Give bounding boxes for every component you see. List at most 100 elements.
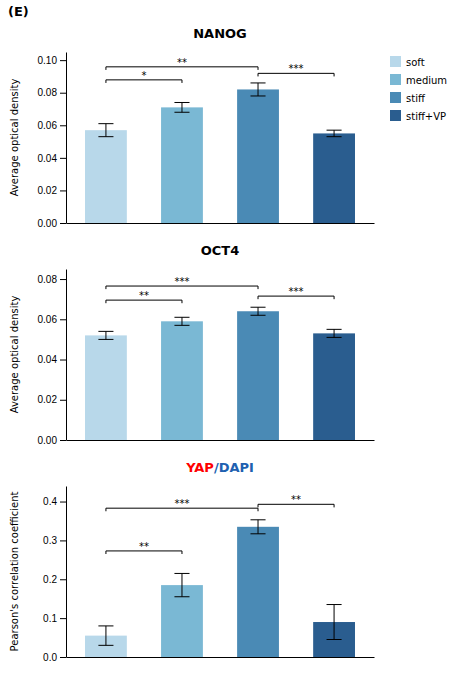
bar bbox=[85, 130, 127, 223]
y-tick-mark bbox=[60, 223, 66, 224]
y-tick-label: 0.00 bbox=[38, 435, 58, 446]
error-bar bbox=[327, 130, 342, 137]
error-bar bbox=[250, 307, 265, 315]
figure: (E)0.000.020.040.060.080.10******Average… bbox=[0, 0, 474, 673]
bar bbox=[237, 311, 279, 440]
bar bbox=[161, 107, 203, 223]
annotations: ******* bbox=[106, 494, 334, 554]
error-bar bbox=[174, 573, 189, 596]
y-tick-mark bbox=[60, 190, 66, 191]
significance-label: *** bbox=[174, 498, 189, 509]
y-tick: 0.00 bbox=[38, 218, 66, 229]
error-bar bbox=[174, 102, 189, 112]
legend-swatch bbox=[390, 110, 401, 121]
y-tick: 0.3 bbox=[43, 535, 66, 546]
significance-label: * bbox=[141, 70, 146, 81]
x-axis-line bbox=[67, 657, 375, 658]
legend-item: medium bbox=[390, 74, 447, 86]
y-tick-label: 0.04 bbox=[38, 153, 58, 164]
y-tick-label: 0.3 bbox=[43, 535, 57, 546]
legend: soft medium stiff stiff+VP bbox=[390, 56, 447, 122]
marks bbox=[85, 83, 355, 223]
y-tick-label: 0.08 bbox=[38, 274, 58, 285]
y-tick: 0.02 bbox=[38, 185, 66, 196]
y-tick-label: 0.4 bbox=[43, 496, 57, 507]
y-axis-title: Average optical density bbox=[9, 79, 20, 197]
legend-label: stiff bbox=[406, 93, 426, 104]
y-tick-mark bbox=[60, 502, 66, 503]
title-part: YAP bbox=[185, 460, 214, 475]
chart: 0.000.020.040.060.08********Average opti… bbox=[9, 243, 375, 446]
y-tick: 0.1 bbox=[43, 613, 66, 624]
y-tick-mark bbox=[60, 125, 66, 126]
chart-title: OCT4 bbox=[201, 243, 240, 258]
y-tick-mark bbox=[60, 618, 66, 619]
y-tick: 0.10 bbox=[38, 55, 66, 66]
y-axis: 0.0 0.1 0.2 0.3 0.4 bbox=[43, 487, 66, 663]
chart: 0.000.020.040.060.080.10******Average op… bbox=[9, 26, 447, 229]
title-part: /DAPI bbox=[214, 460, 254, 475]
significance-label: *** bbox=[174, 276, 189, 287]
bar bbox=[85, 335, 127, 440]
legend-swatch bbox=[390, 92, 401, 103]
y-tick-label: 0.02 bbox=[38, 185, 58, 196]
error-bar bbox=[98, 331, 113, 339]
error-bar bbox=[98, 124, 113, 137]
y-tick: 0.06 bbox=[38, 314, 66, 325]
y-tick: 0.0 bbox=[43, 652, 66, 663]
y-axis-title: Average optical density bbox=[9, 296, 20, 414]
y-tick-mark bbox=[60, 360, 66, 361]
significance-label: *** bbox=[289, 286, 304, 297]
y-tick: 0.00 bbox=[38, 435, 66, 446]
x-axis bbox=[67, 440, 375, 441]
legend-item: stiff+VP bbox=[390, 110, 446, 122]
y-tick-label: 0.06 bbox=[38, 120, 58, 131]
y-tick-label: 0.00 bbox=[38, 218, 58, 229]
x-axis bbox=[67, 223, 375, 224]
y-axis-line bbox=[66, 53, 67, 224]
chart-title: YAP/DAPI bbox=[185, 460, 254, 475]
error-bar bbox=[327, 329, 342, 337]
marks bbox=[85, 307, 355, 440]
annotations: ******** bbox=[106, 276, 334, 303]
y-tick-mark bbox=[60, 657, 66, 658]
panel-label: (E) bbox=[8, 4, 29, 19]
legend-label: medium bbox=[406, 75, 447, 86]
y-tick-mark bbox=[60, 540, 66, 541]
y-tick-label: 0.10 bbox=[38, 55, 58, 66]
y-tick-mark bbox=[60, 158, 66, 159]
error-bar bbox=[327, 605, 342, 640]
y-tick-mark bbox=[60, 60, 66, 61]
y-tick-mark bbox=[60, 279, 66, 280]
bar bbox=[161, 321, 203, 440]
y-tick-mark bbox=[60, 319, 66, 320]
y-tick: 0.06 bbox=[38, 120, 66, 131]
y-tick-label: 0.1 bbox=[43, 613, 57, 624]
significance-label: ** bbox=[177, 57, 187, 68]
error-bar bbox=[98, 626, 113, 645]
y-tick: 0.04 bbox=[38, 153, 66, 164]
y-tick: 0.4 bbox=[43, 496, 66, 507]
bar bbox=[237, 89, 279, 223]
y-axis-line bbox=[66, 487, 67, 658]
y-tick-label: 0.08 bbox=[38, 87, 58, 98]
y-tick-label: 0.0 bbox=[43, 652, 57, 663]
y-tick: 0.08 bbox=[38, 87, 66, 98]
legend-label: soft bbox=[406, 57, 425, 68]
legend-item: stiff bbox=[390, 92, 426, 104]
annotations: ****** bbox=[106, 57, 334, 83]
bar bbox=[313, 333, 355, 440]
y-tick: 0.2 bbox=[43, 574, 66, 585]
error-bar bbox=[250, 83, 265, 96]
x-axis bbox=[67, 657, 375, 658]
y-tick-label: 0.02 bbox=[38, 394, 58, 405]
legend-swatch bbox=[390, 74, 401, 85]
y-tick: 0.02 bbox=[38, 394, 66, 405]
y-tick-label: 0.2 bbox=[43, 574, 57, 585]
y-tick-label: 0.04 bbox=[38, 354, 58, 365]
bar bbox=[237, 527, 279, 657]
chart-title: NANOG bbox=[193, 26, 247, 41]
bar bbox=[313, 133, 355, 223]
significance-label: *** bbox=[289, 63, 304, 74]
x-axis-line bbox=[67, 440, 375, 441]
